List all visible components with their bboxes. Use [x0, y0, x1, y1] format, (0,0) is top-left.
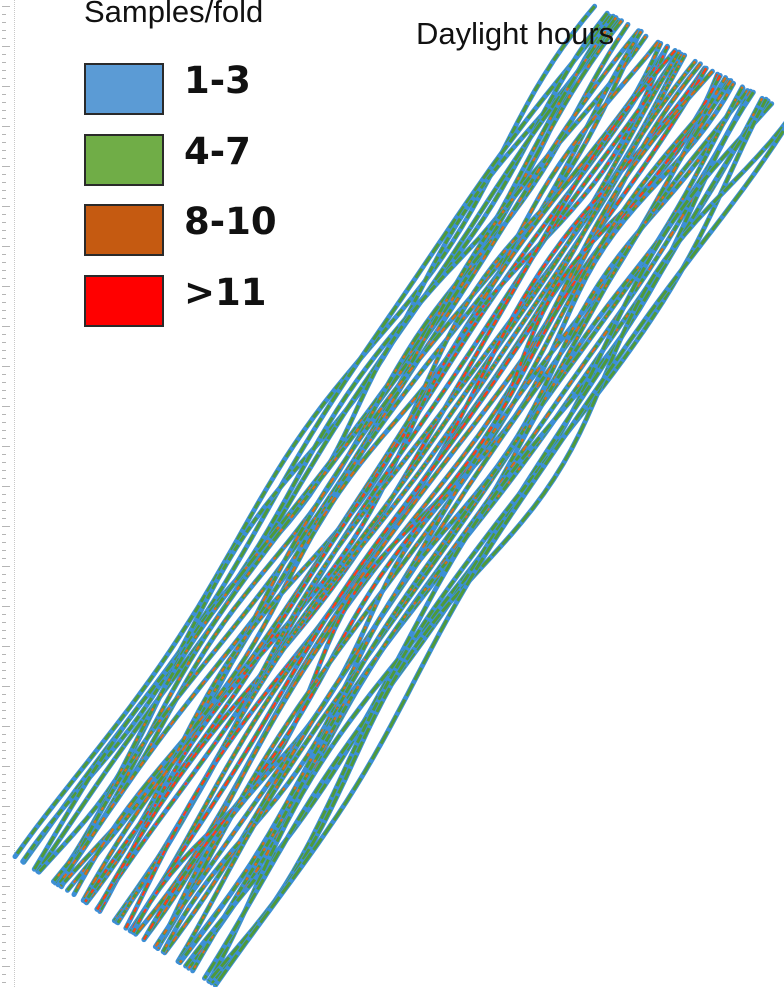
swath-line-mid — [207, 122, 784, 982]
swath-line-high — [82, 46, 668, 902]
swath-line-mid — [156, 82, 735, 950]
legend-label: 4-7 — [184, 130, 251, 173]
swath-line-mid — [33, 12, 609, 870]
swath-line-high — [187, 90, 752, 969]
swath-line-mid — [36, 19, 620, 873]
legend-item-8-10: 8-10 — [84, 200, 344, 260]
swath-line-high — [191, 97, 764, 972]
legend-label: 1-3 — [184, 59, 251, 102]
legend-item-1-3: 1-3 — [84, 59, 344, 119]
legend-item-4-7: 4-7 — [84, 130, 344, 190]
swath-line-high — [134, 63, 702, 935]
swath-line-high — [162, 87, 744, 953]
legend-title: Samples/fold — [84, 0, 264, 29]
legend-swatch-red — [84, 275, 164, 327]
swath-line-high — [84, 46, 669, 903]
swath-line-high — [115, 51, 680, 923]
map-title: Daylight hours — [416, 16, 615, 51]
swath-line-mid — [21, 17, 615, 863]
swath-line-high — [143, 70, 714, 941]
swath-line-mid — [176, 89, 749, 963]
swath-line-high — [124, 67, 706, 929]
swath-line-high — [129, 60, 697, 932]
swath-line-mid — [203, 100, 770, 980]
survey-swath — [12, 3, 784, 987]
swath-line-high — [60, 30, 642, 887]
legend-label: >11 — [184, 271, 267, 314]
legend-swatch-orange — [84, 204, 164, 256]
legend-swatch-green — [84, 134, 164, 186]
legend-item-gt-11: >11 — [84, 271, 344, 331]
swath-line-high — [57, 30, 640, 886]
swath-line-high — [54, 16, 617, 884]
vertical-ruler — [0, 0, 15, 987]
swath-line-mid — [214, 127, 784, 987]
swath-line-high — [143, 74, 722, 941]
legend-label: 8-10 — [184, 200, 277, 243]
swath-line-high — [130, 67, 708, 932]
swath-line-high — [73, 41, 659, 896]
swath-line-high — [95, 52, 679, 910]
legend-swatch-blue — [84, 63, 164, 115]
